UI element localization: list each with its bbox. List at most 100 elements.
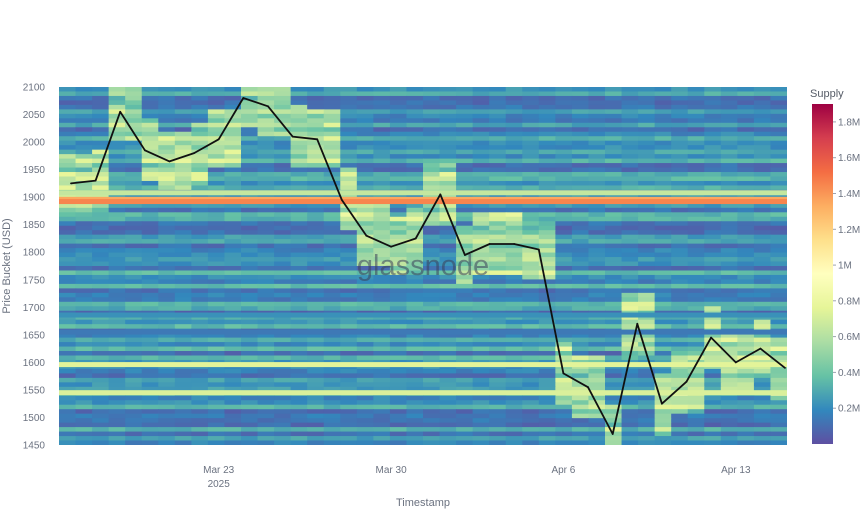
heatmap-cell: [489, 225, 507, 231]
heatmap-cell: [158, 404, 176, 410]
heatmap-cell: [373, 243, 391, 249]
heatmap-cell: [423, 404, 441, 410]
heatmap-cell: [423, 91, 441, 97]
heatmap-cell: [241, 274, 259, 280]
heatmap-cell: [654, 418, 672, 424]
heatmap-cell: [571, 306, 590, 312]
heatmap-cell: [59, 234, 77, 240]
heatmap-cell: [274, 386, 292, 392]
heatmap-cell: [737, 145, 755, 151]
heatmap-cell: [638, 436, 656, 441]
heatmap-cell: [290, 404, 308, 410]
heatmap-cell: [373, 400, 391, 406]
heatmap-cell: [224, 122, 242, 128]
heatmap-cell: [158, 131, 176, 137]
heatmap-cell: [59, 212, 77, 218]
heatmap-cell: [621, 109, 639, 115]
heatmap-cell: [75, 257, 93, 262]
heatmap-cell: [687, 373, 705, 379]
heatmap-cell: [257, 279, 275, 285]
heatmap-cell: [770, 409, 787, 415]
heatmap-cell: [505, 404, 523, 410]
heatmap-cell: [522, 87, 540, 92]
heatmap-cell: [770, 252, 787, 258]
heatmap-cell: [555, 342, 573, 347]
heatmap-cell: [373, 337, 391, 343]
heatmap-cell: [75, 373, 93, 379]
heatmap-cell: [522, 283, 540, 289]
heatmap-cell: [158, 185, 176, 191]
heatmap-cell: [687, 386, 705, 392]
heatmap-cell: [472, 163, 490, 168]
heatmap-cell: [307, 194, 325, 200]
heatmap-cell: [406, 395, 424, 401]
heatmap-cell: [638, 377, 656, 383]
heatmap-cell: [224, 154, 242, 160]
heatmap-cell: [59, 122, 77, 128]
heatmap-cell: [605, 279, 623, 285]
heatmap-cell: [538, 274, 556, 280]
heatmap-cell: [191, 431, 209, 437]
heatmap-cell: [671, 257, 689, 262]
heatmap-cell: [224, 163, 242, 168]
heatmap-cell: [75, 163, 93, 168]
heatmap-cell: [340, 149, 358, 155]
heatmap-cell: [241, 404, 259, 410]
heatmap-cell: [472, 418, 490, 424]
heatmap-cell: [191, 409, 209, 415]
heatmap-cell: [224, 346, 242, 352]
heatmap-cell: [737, 118, 755, 124]
heatmap-cell: [737, 288, 755, 294]
heatmap-cell: [687, 104, 705, 110]
heatmap-cell: [290, 207, 308, 213]
heatmap-cell: [373, 257, 391, 262]
heatmap-cell: [439, 158, 457, 164]
heatmap-cell: [505, 100, 523, 106]
heatmap-cell: [456, 355, 474, 361]
heatmap-cell: [207, 225, 226, 231]
heatmap-cell: [389, 355, 408, 361]
heatmap-cell: [770, 257, 787, 262]
heatmap-cell: [224, 234, 242, 240]
heatmap-cell: [770, 368, 787, 374]
heatmap-cell: [720, 266, 738, 271]
heatmap-cell: [704, 346, 722, 352]
heatmap-cell: [605, 194, 623, 200]
heatmap-cell: [290, 145, 308, 151]
heatmap-cell: [191, 131, 209, 137]
heatmap-cell: [753, 109, 772, 115]
heatmap-cell: [92, 333, 110, 339]
heatmap-cell: [323, 386, 341, 392]
heatmap-cell: [753, 100, 772, 106]
heatmap-cell: [257, 319, 275, 325]
heatmap-cell: [571, 382, 590, 388]
heatmap-cell: [389, 221, 408, 227]
heatmap-cell: [241, 145, 259, 151]
heatmap-cell: [241, 212, 259, 218]
heatmap-cell: [770, 283, 787, 289]
heatmap-cell: [75, 436, 93, 441]
x-axis-title: Timestamp: [396, 497, 450, 509]
heatmap-cell: [406, 212, 424, 218]
heatmap-cell: [340, 283, 358, 289]
heatmap-cell: [621, 194, 639, 200]
heatmap-cell: [555, 145, 573, 151]
heatmap-cell: [505, 319, 523, 325]
heatmap-cell: [92, 368, 110, 374]
heatmap-cell: [141, 431, 159, 437]
heatmap-cell: [191, 368, 209, 374]
heatmap-cell: [654, 377, 672, 383]
heatmap-cell: [241, 122, 259, 128]
heatmap-cell: [373, 333, 391, 339]
heatmap-cell: [588, 351, 606, 356]
heatmap-cell: [770, 351, 787, 356]
heatmap-cell: [522, 172, 540, 177]
heatmap-cell: [389, 248, 408, 253]
heatmap-cell: [489, 427, 507, 432]
heatmap-cell: [323, 292, 341, 298]
heatmap-cell: [340, 185, 358, 191]
heatmap-cell: [125, 346, 143, 352]
heatmap-cell: [108, 382, 126, 388]
heatmap-cell: [654, 373, 672, 379]
heatmap-cell: [174, 333, 192, 339]
